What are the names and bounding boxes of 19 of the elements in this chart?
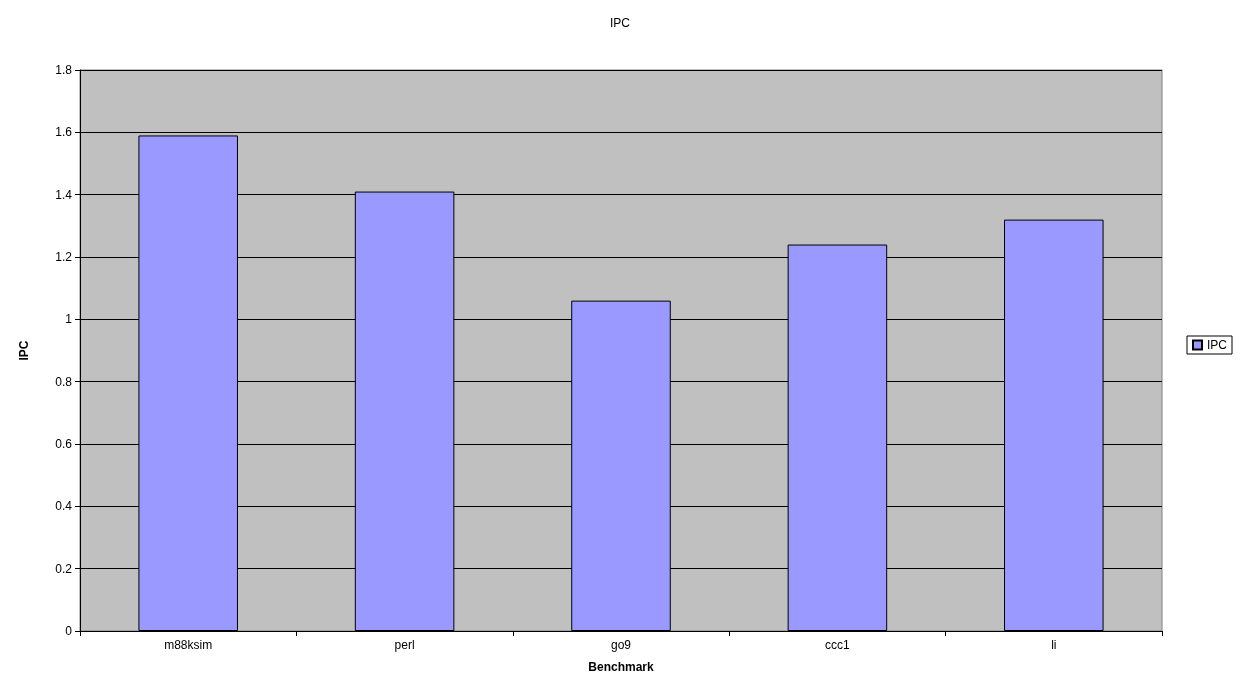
legend-label: IPC <box>1207 338 1228 352</box>
y-tick-label: 1.2 <box>55 250 73 264</box>
y-tick-label: 1.8 <box>55 63 73 77</box>
y-tick-label: 0 <box>65 624 73 638</box>
y-axis-title: IPC <box>17 340 31 361</box>
y-tick-label: 0.6 <box>55 437 73 451</box>
y-tick-label: 0.8 <box>55 374 73 389</box>
x-tick-label: ccc1 <box>825 638 851 652</box>
y-tick-label: 0.2 <box>55 561 73 576</box>
x-axis-title: Benchmark <box>588 660 654 674</box>
x-tick-label: go9 <box>610 638 632 652</box>
y-tick-label: 1 <box>65 312 73 327</box>
chart-title: IPC <box>609 16 631 30</box>
y-tick-label: 0.4 <box>55 499 73 514</box>
y-tick-label: 1.6 <box>55 125 73 140</box>
y-tick-label: 1.4 <box>55 187 73 202</box>
x-tick-label: perl <box>394 638 415 652</box>
x-tick-label: li <box>1051 638 1057 652</box>
x-tick-label: m88ksim <box>164 638 213 652</box>
